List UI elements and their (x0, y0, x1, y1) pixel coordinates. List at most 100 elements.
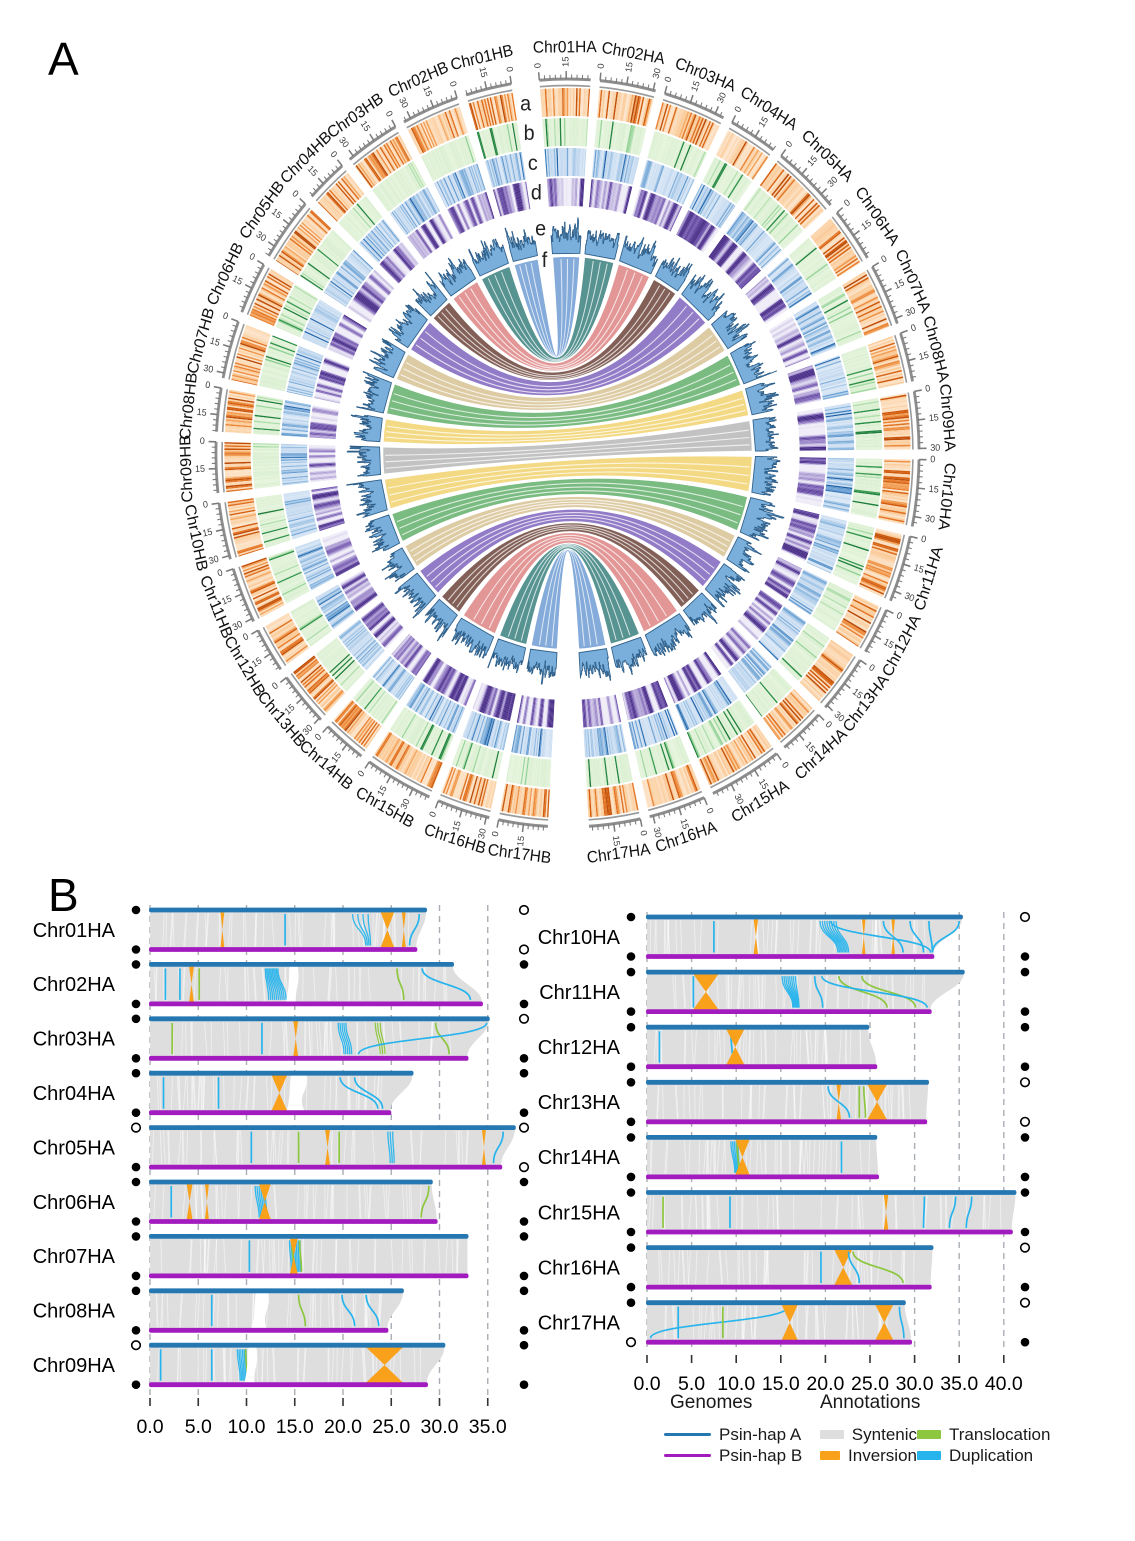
synteny-row-Chr03HA: Chr03HA (33, 1013, 530, 1063)
translocation (434, 1022, 450, 1055)
syntenic-texture (656, 1085, 912, 1119)
synteny-row-Chr16HA: Chr16HA (538, 1242, 1031, 1292)
track-letter-d: d (531, 182, 542, 205)
legend-item-duplication: Duplication (917, 1445, 1110, 1466)
synteny-row-Chr14HA: Chr14HA (538, 1133, 1030, 1182)
x-axis-tick-label: 30.0 (896, 1373, 934, 1395)
legend-item-syntenic: Syntenic (820, 1424, 917, 1445)
row-label-Chr06HA: Chr06HA (33, 1192, 116, 1214)
telomere-dot-filled (131, 960, 141, 969)
svg-text:15: 15 (195, 463, 205, 474)
row-label-Chr01HA: Chr01HA (33, 920, 116, 942)
hap-b-bar (149, 947, 418, 952)
svg-text:15: 15 (851, 686, 865, 701)
legend-item-inversion: Inversion (820, 1445, 917, 1466)
track-letter-e: e (535, 218, 546, 241)
svg-text:15: 15 (561, 56, 571, 67)
syntenic-texture (152, 1130, 484, 1165)
syntenic-texture (653, 1030, 862, 1064)
telomere-dot-filled (626, 1298, 636, 1307)
svg-text:0: 0 (533, 63, 543, 69)
telomere-dot-filled (626, 1007, 636, 1016)
x-axis-tick-label: 40.0 (985, 1373, 1023, 1395)
ribbon-Chr08 (383, 390, 749, 445)
row-label-Chr04HA: Chr04HA (33, 1083, 116, 1105)
hap-a-bar (149, 1179, 433, 1185)
svg-text:0: 0 (842, 197, 852, 208)
telomere-dot-filled (626, 1022, 636, 1032)
svg-text:0: 0 (784, 139, 795, 149)
telomere-dot-filled (626, 912, 636, 922)
translocation-label: Translocation (949, 1424, 1051, 1444)
row-label-Chr11HA: Chr11HA (539, 982, 620, 1004)
telomere-dot-filled (626, 1282, 636, 1292)
syntenic-texture (664, 1305, 888, 1340)
telomere-dot-filled (519, 1217, 529, 1226)
syntenic-region (150, 1238, 468, 1274)
translocation (298, 1240, 303, 1272)
svg-text:0: 0 (216, 567, 224, 578)
translocation (837, 975, 888, 1008)
translocation (420, 1185, 430, 1218)
row-label-Chr07HA: Chr07HA (33, 1246, 116, 1268)
translocation-fan (374, 1022, 386, 1055)
duplication (421, 968, 472, 1001)
inversion (205, 1184, 209, 1220)
syntenic-region (647, 974, 964, 1010)
svg-text:0: 0 (241, 631, 250, 643)
telomere-dot-open (518, 904, 530, 916)
telomere-dot-filled (626, 1117, 636, 1127)
hap-a-bar (646, 1245, 934, 1250)
telomere-dot-filled (131, 1108, 141, 1117)
circos-label-Chr10HA: Chr10HA (935, 462, 958, 532)
telomere-dot-filled (626, 1172, 636, 1182)
ribbon-Chr07 (387, 355, 741, 428)
hap-b-bar (646, 1229, 1013, 1235)
svg-text:30: 30 (733, 792, 746, 806)
duplication (408, 913, 421, 946)
legend-item-translocation: Translocation (917, 1424, 1110, 1445)
x-axis-tick-label: 30.0 (421, 1416, 459, 1438)
translocation (396, 968, 405, 1000)
svg-text:30: 30 (715, 91, 728, 105)
svg-text:0: 0 (490, 830, 500, 837)
ribbon-Chr01 (514, 257, 580, 358)
telomere-dot-open (518, 1013, 530, 1024)
hap-a-bar (646, 1079, 929, 1085)
circos-label-Chr11HA: Chr11HA (912, 544, 947, 613)
svg-text:15: 15 (689, 79, 702, 93)
ribbon-Chr15 (463, 532, 677, 634)
hap-a-bar (646, 969, 965, 975)
synteny-row-Chr04HA: Chr04HA (33, 1068, 529, 1117)
circos-label-Chr04HA: Chr04HA (737, 84, 800, 135)
hap-a-bar (149, 1288, 404, 1294)
telomere-dot-filled (519, 1380, 529, 1389)
telomere-dot-filled (1020, 1337, 1030, 1347)
duplication (341, 1294, 356, 1327)
svg-text:15: 15 (209, 335, 221, 348)
hap-b-bar (149, 1382, 428, 1388)
hap-a-bar (646, 914, 963, 920)
syntenic-region (150, 1184, 437, 1220)
telomere-dot-filled (1020, 1227, 1030, 1237)
legend-genomes-title: Genomes (670, 1392, 753, 1413)
panel-b-label: B (48, 869, 79, 921)
inversion (753, 919, 759, 955)
synteny-row-Chr13HA: Chr13HA (538, 1077, 1031, 1127)
x-axis-tick-label: 5.0 (678, 1373, 705, 1395)
duplication (847, 1251, 861, 1284)
svg-text:15: 15 (918, 349, 930, 362)
duplication (965, 1196, 973, 1229)
telomere-dot-filled (519, 1054, 529, 1063)
synteny-row-Chr01HA: Chr01HA (33, 904, 530, 955)
x-axis-tick-label: 35.0 (469, 1416, 507, 1438)
svg-text:0: 0 (909, 322, 917, 333)
